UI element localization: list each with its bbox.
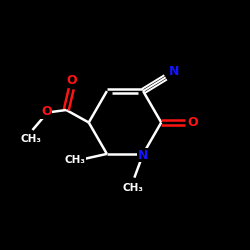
Text: CH₃: CH₃ [64, 155, 85, 165]
Text: CH₃: CH₃ [122, 183, 144, 193]
Text: N: N [168, 65, 179, 78]
Text: O: O [187, 116, 198, 129]
Text: O: O [66, 74, 77, 87]
Text: N: N [138, 149, 148, 162]
Text: O: O [41, 105, 51, 118]
Text: CH₃: CH₃ [21, 134, 42, 144]
